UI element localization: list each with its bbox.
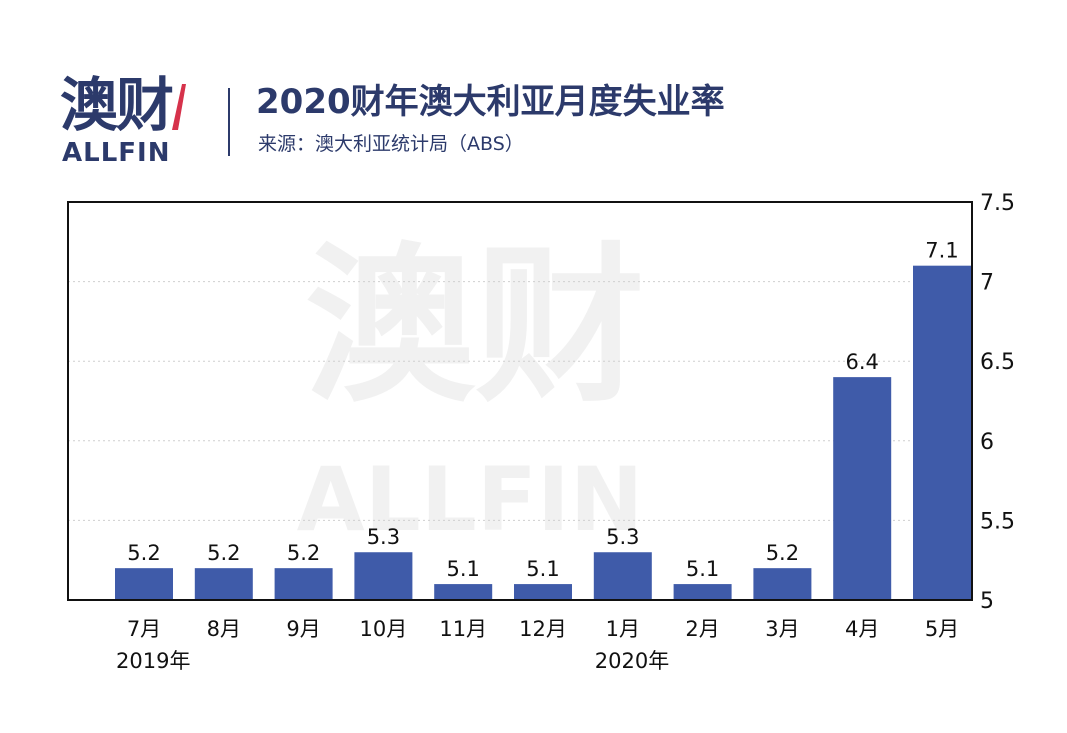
chart-title: 2020财年澳大利亚月度失业率 <box>256 82 725 122</box>
value-label-3: 5.3 <box>367 525 400 549</box>
value-label-1: 5.2 <box>207 541 240 565</box>
logo-chinese-text: 澳财 <box>60 71 174 139</box>
category-label-0: 7月 <box>127 617 161 641</box>
value-label-7: 5.1 <box>686 557 719 581</box>
y-tick-label: 6 <box>980 430 994 455</box>
bar-1 <box>194 568 253 600</box>
chart-subtitle: 来源：澳大利亚统计局（ABS） <box>258 133 524 155</box>
category-label-3: 10月 <box>360 617 408 641</box>
x-axis-labels: 7月 8月 9月 10月 11月 12月 1月 2月 3月 4月 5月 2019年 2020年 <box>116 617 959 673</box>
value-label-8: 5.2 <box>766 541 799 565</box>
bar-7 <box>673 584 732 600</box>
value-label-4: 5.1 <box>446 557 479 581</box>
category-label-8: 3月 <box>765 617 799 641</box>
y-tick-label: 5 <box>980 589 994 614</box>
bar-0 <box>115 568 173 600</box>
value-labels: 5.2 5.2 5.2 5.3 5.1 5.1 5.3 5.1 5.2 6.4 7.1 <box>127 239 958 581</box>
value-label-2: 5.2 <box>287 541 320 565</box>
value-label-6: 5.3 <box>606 525 639 549</box>
category-label-9: 4月 <box>845 617 879 641</box>
year-label-1: 2020年 <box>595 649 669 673</box>
watermark-chinese: 澳财 <box>305 228 645 426</box>
logo-accent-mark <box>172 84 186 130</box>
bar-6 <box>593 552 652 600</box>
category-label-5: 12月 <box>519 617 567 641</box>
bar-3 <box>354 552 413 600</box>
category-label-6: 1月 <box>606 617 640 641</box>
y-axis-ticks: 5 5.5 6 6.5 7 7.5 <box>980 191 1015 614</box>
value-label-5: 5.1 <box>526 557 559 581</box>
bar-2 <box>274 568 333 600</box>
y-tick-label: 5.5 <box>980 509 1015 534</box>
header-divider <box>228 88 230 156</box>
value-label-9: 6.4 <box>845 350 878 374</box>
bar-4 <box>434 584 493 600</box>
gridlines <box>68 281 972 521</box>
logo-english-text: ALLFIN <box>62 138 171 168</box>
year-label-0: 2019年 <box>116 649 190 673</box>
bar-9 <box>833 377 892 600</box>
category-label-2: 9月 <box>286 617 320 641</box>
category-label-7: 2月 <box>685 617 719 641</box>
bar-10 <box>913 265 971 600</box>
category-label-10: 5月 <box>925 617 959 641</box>
bars <box>115 265 971 600</box>
value-label-0: 5.2 <box>127 541 160 565</box>
y-tick-label: 7 <box>980 271 994 296</box>
allfin-logo: 澳财 ALLFIN <box>60 72 200 172</box>
category-label-4: 11月 <box>439 617 487 641</box>
y-tick-label: 7.5 <box>980 191 1015 216</box>
category-label-1: 8月 <box>207 617 241 641</box>
bar-8 <box>753 568 812 600</box>
value-label-10: 7.1 <box>925 239 958 263</box>
watermark: 澳财 ALLFIN <box>297 228 645 551</box>
plot-frame <box>67 201 973 601</box>
bar-5 <box>514 584 572 600</box>
watermark-english: ALLFIN <box>297 448 644 551</box>
y-tick-label: 6.5 <box>980 350 1015 375</box>
